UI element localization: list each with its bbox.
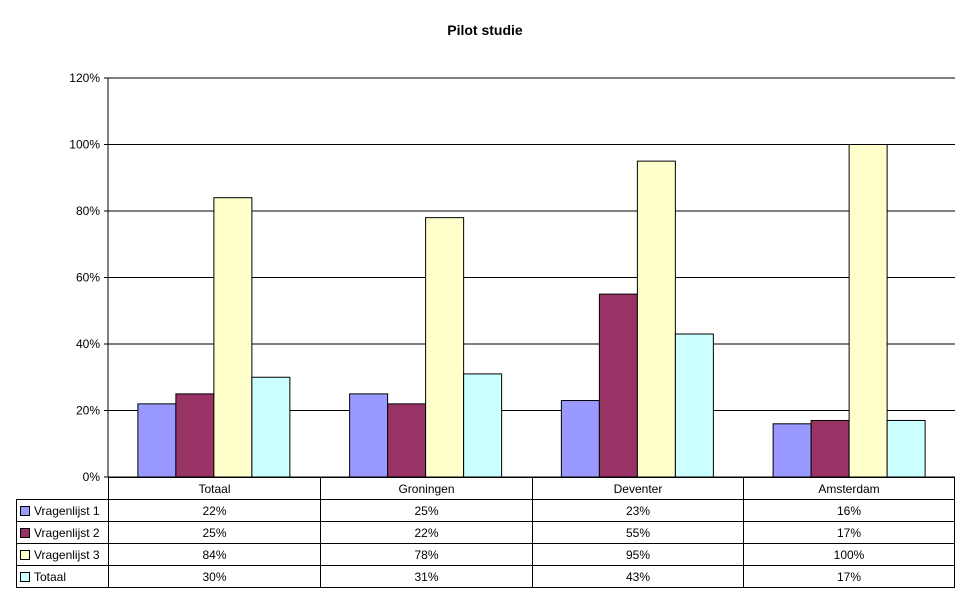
- bar-deventer-series-2: [598, 293, 638, 478]
- bar-deventer-series-4: [674, 333, 714, 478]
- data-cell: 31%: [320, 565, 533, 588]
- table-row: Vragenlijst 2 25% 22% 55% 17%: [16, 521, 955, 544]
- legend-swatch: [20, 571, 30, 582]
- bar-totaal-series-3: [213, 197, 253, 478]
- legend-swatch: [20, 505, 30, 516]
- data-cell: 43%: [532, 565, 744, 588]
- bar-amsterdam-series-2: [810, 419, 850, 478]
- y-tick-label: 60%: [76, 271, 100, 285]
- y-axis-ticks: 0%20%40%60%80%100%120%: [69, 71, 108, 484]
- category-header: Amsterdam: [743, 477, 955, 500]
- bar-groningen-series-1: [349, 393, 389, 478]
- data-cell: 84%: [108, 543, 321, 566]
- data-cell: 17%: [743, 565, 955, 588]
- y-tick-label: 20%: [76, 404, 100, 418]
- legend-swatch: [20, 549, 30, 560]
- series-name: Vragenlijst 3: [34, 547, 100, 562]
- table-row: Totaal 30% 31% 43% 17%: [16, 565, 955, 588]
- data-cell: 23%: [532, 499, 744, 522]
- series-legend-cell: Vragenlijst 3: [16, 543, 109, 566]
- data-cell: 25%: [320, 499, 533, 522]
- y-tick-label: 100%: [69, 138, 100, 152]
- bar-groningen-series-4: [463, 373, 503, 478]
- bar-totaal-series-2: [175, 393, 215, 478]
- series-name: Totaal: [34, 569, 67, 584]
- category-header: Totaal: [108, 477, 321, 500]
- series-name: Vragenlijst 2: [34, 525, 100, 540]
- data-cell: 17%: [743, 521, 955, 544]
- bar-deventer-series-3: [636, 160, 676, 478]
- category-header: Groningen: [320, 477, 533, 500]
- series-legend-cell: Vragenlijst 1: [16, 499, 109, 522]
- bar-groningen-series-2: [387, 403, 427, 478]
- bar-amsterdam-series-4: [886, 419, 926, 478]
- data-cell: 30%: [108, 565, 321, 588]
- legend-swatch: [20, 527, 30, 538]
- grid-lines: [108, 77, 955, 411]
- data-cell: 22%: [108, 499, 321, 522]
- data-cell: 25%: [108, 521, 321, 544]
- table-corner: [16, 477, 109, 500]
- bar-amsterdam-series-1: [772, 423, 812, 478]
- data-cell: 100%: [743, 543, 955, 566]
- bar-totaal-series-1: [137, 403, 177, 478]
- bar-deventer-series-1: [560, 400, 600, 478]
- data-cell: 16%: [743, 499, 955, 522]
- y-tick-label: 40%: [76, 337, 100, 351]
- bar-amsterdam-series-3: [848, 144, 888, 478]
- table-row: Vragenlijst 1 22% 25% 23% 16%: [16, 499, 955, 522]
- data-cell: 55%: [532, 521, 744, 544]
- series-name: Vragenlijst 1: [34, 503, 100, 518]
- category-header: Deventer: [532, 477, 744, 500]
- data-cell: 78%: [320, 543, 533, 566]
- y-tick-label: 80%: [76, 204, 100, 218]
- table-row: Vragenlijst 3 84% 78% 95% 100%: [16, 543, 955, 566]
- table-header-row: Totaal Groningen Deventer Amsterdam: [16, 477, 955, 500]
- y-tick-label: 120%: [69, 71, 100, 85]
- data-cell: 22%: [320, 521, 533, 544]
- bars: [137, 144, 926, 478]
- series-legend-cell: Totaal: [16, 565, 109, 588]
- data-cell: 95%: [532, 543, 744, 566]
- series-legend-cell: Vragenlijst 2: [16, 521, 109, 544]
- data-table: Totaal Groningen Deventer Amsterdam Vragenli…: [16, 477, 955, 588]
- chart-title: Pilot studie: [447, 22, 523, 38]
- bar-groningen-series-3: [425, 217, 465, 478]
- bar-totaal-series-4: [251, 376, 291, 478]
